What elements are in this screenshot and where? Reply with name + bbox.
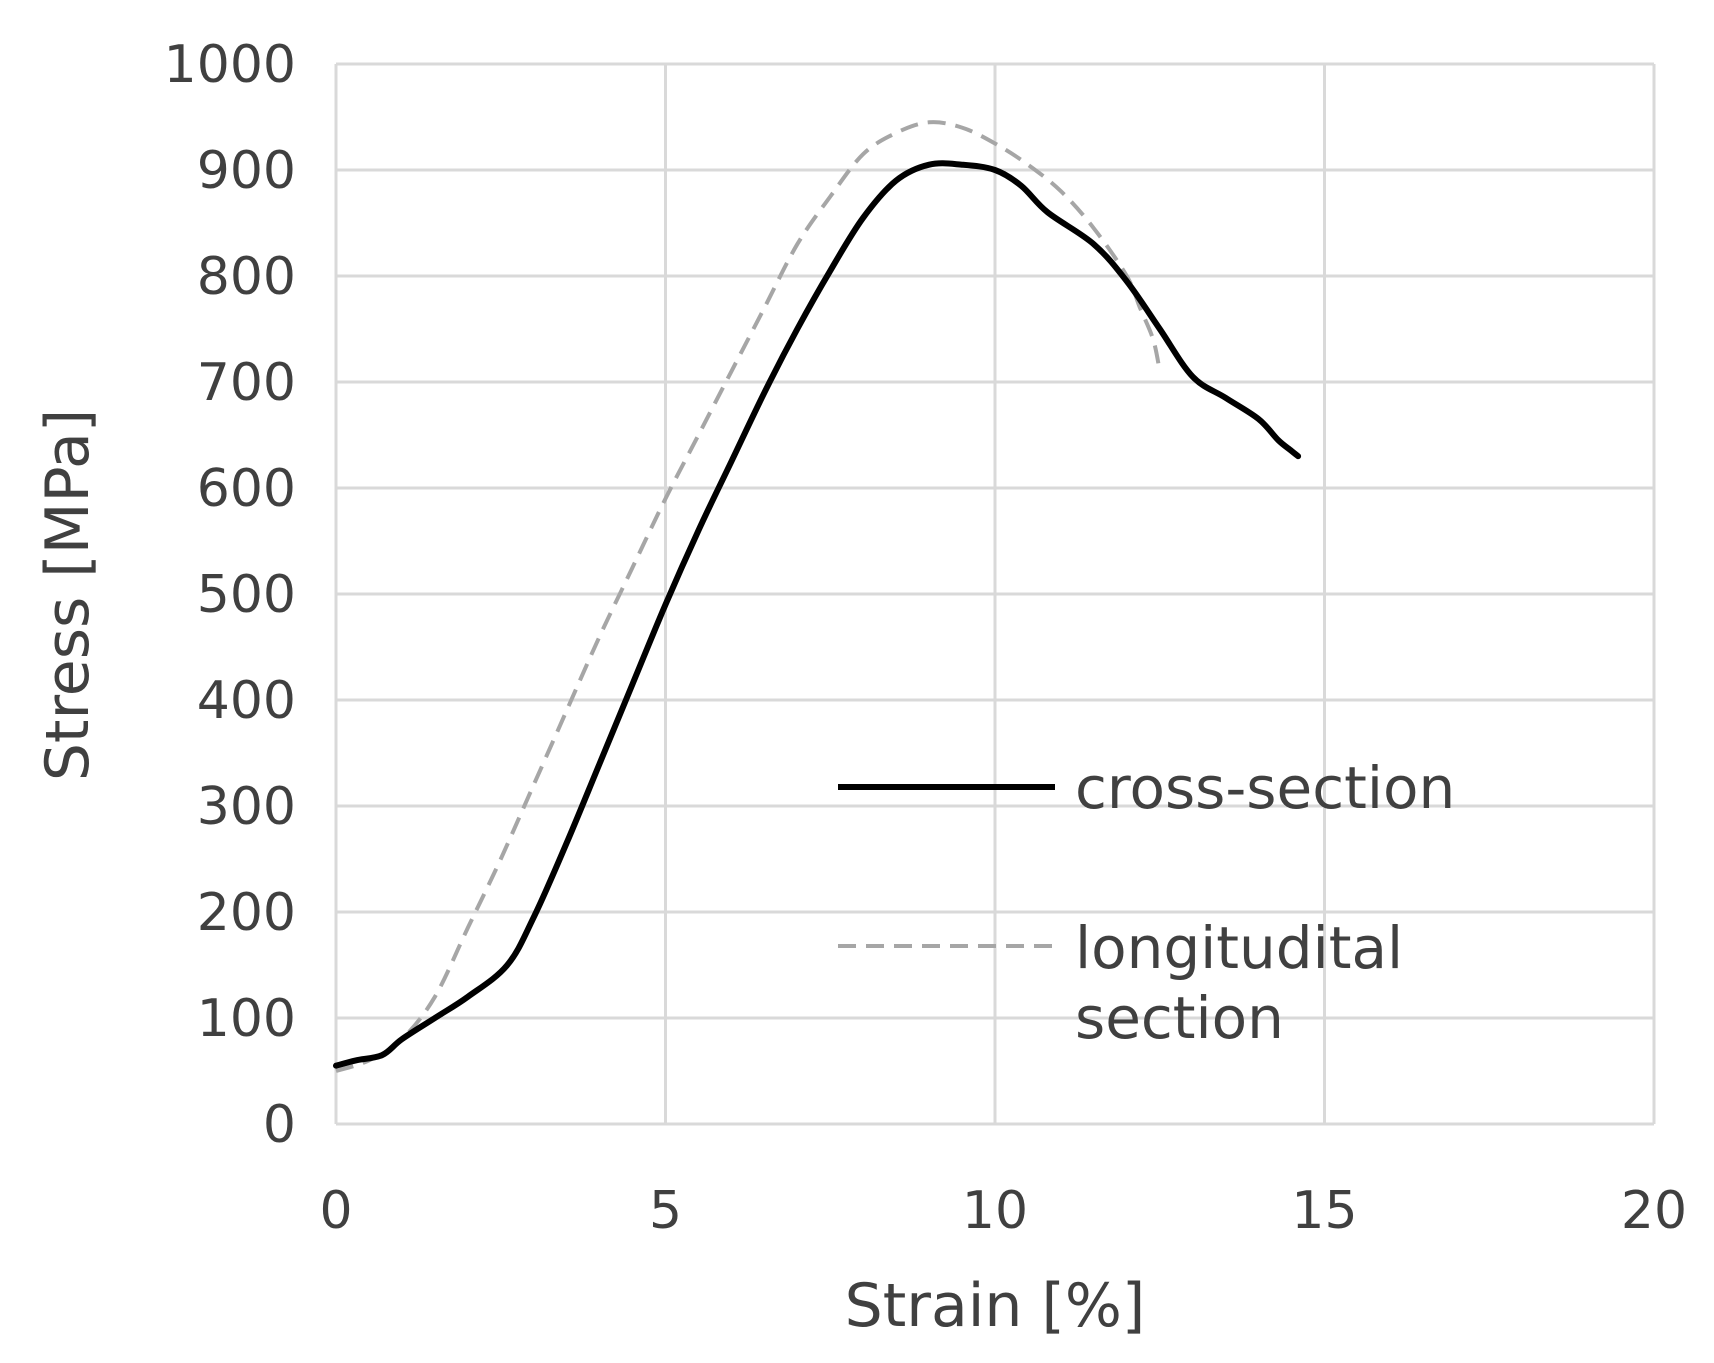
y-tick-label: 100 [197,989,296,1049]
y-tick-label: 900 [197,141,296,201]
legend-label-cross-section: cross-section [1075,754,1455,822]
x-tick-label: 15 [1291,1181,1357,1241]
x-tick-labels: 0 5 10 15 20 [319,1181,1687,1241]
x-tick-label: 5 [649,1181,682,1241]
y-tick-label: 800 [197,247,296,307]
series-line-longitudital-section [335,120,1162,1073]
y-tick-label: 300 [197,777,296,837]
y-tick-label: 400 [197,671,296,731]
y-tick-label: 500 [197,565,296,625]
y-tick-label: 700 [197,353,296,413]
series-layer [333,120,1302,1073]
y-tick-label: 600 [197,459,296,519]
grid [334,62,1656,1126]
legend: cross-section longitudital section [838,754,1455,1052]
y-tick-label: 1000 [164,35,296,95]
y-tick-label: 200 [197,883,296,943]
x-tick-label: 20 [1621,1181,1687,1241]
y-tick-label: 0 [263,1095,296,1155]
y-tick-labels: 0 100 200 300 400 500 600 700 800 900 1000 [164,35,296,1155]
x-tick-label: 10 [962,1181,1028,1241]
y-axis-title: Stress [MPa] [33,409,103,781]
series-line-cross-section [333,160,1302,1069]
legend-label-longitudital-section: longitudital section [1075,914,1422,1052]
x-axis-title: Strain [%] [845,1271,1146,1341]
x-tick-label: 0 [319,1181,352,1241]
